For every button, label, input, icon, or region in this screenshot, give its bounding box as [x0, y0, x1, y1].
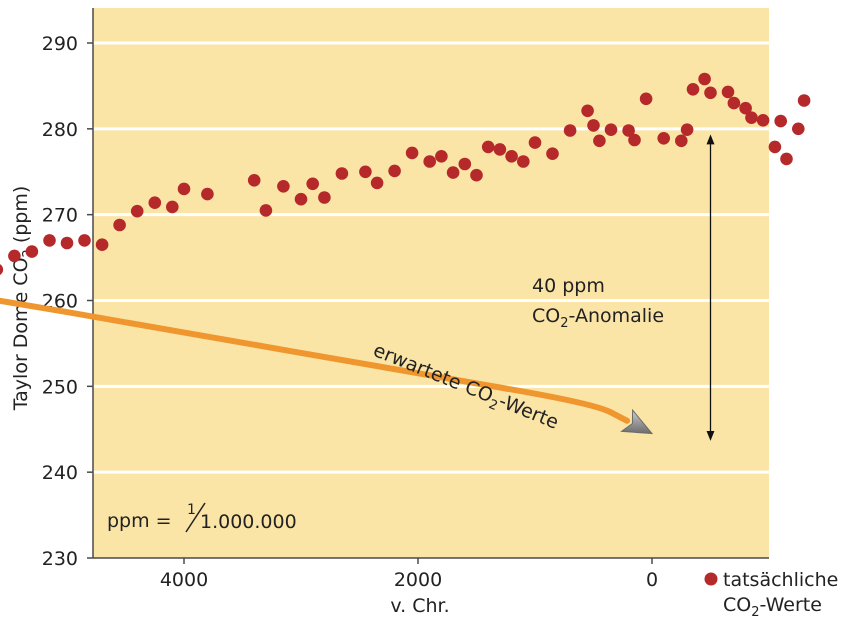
data-point: [528, 136, 542, 149]
plot-background: [93, 8, 769, 558]
expected-trend-line: [0, 297, 631, 424]
data-point: [517, 155, 530, 168]
data-point: [493, 143, 507, 156]
data-point: [675, 134, 688, 148]
data-point: [370, 176, 384, 190]
data-point: [739, 101, 752, 115]
data-point: [593, 134, 606, 148]
data-point: [680, 123, 694, 136]
x-tick-label: 2000: [394, 569, 442, 591]
data-point: [335, 167, 349, 180]
y-tick-label: 250: [42, 376, 78, 398]
data-point: [657, 132, 670, 145]
data-point: [130, 204, 144, 218]
actual-points: [0, 72, 811, 276]
data-point: [201, 187, 214, 201]
legend: tatsächliche CO2-Werte: [704, 569, 838, 620]
data-point: [388, 164, 401, 178]
data-point: [43, 234, 56, 247]
data-point: [294, 192, 308, 206]
y-tick-label: 280: [42, 119, 78, 141]
data-point: [780, 152, 793, 166]
legend-marker: [704, 572, 718, 586]
expected-trend-arrowhead: [620, 408, 654, 435]
data-point: [247, 174, 261, 187]
data-point: [704, 86, 717, 100]
expected-trend: [0, 297, 654, 435]
axes: [92, 8, 769, 559]
x-tick-label: 0: [646, 569, 658, 591]
data-point: [458, 157, 472, 171]
data-point: [423, 155, 437, 168]
data-point: [318, 191, 331, 204]
data-point: [405, 146, 419, 160]
data-point: [698, 72, 711, 86]
svg-text:ppm =: ppm =: [107, 510, 172, 532]
data-point: [8, 249, 21, 263]
data-point: [481, 140, 495, 154]
data-point: [166, 200, 179, 214]
data-point: [470, 168, 483, 182]
data-point: [792, 122, 805, 136]
x-tick-label: 4000: [160, 569, 208, 591]
ppm-numerator: 1: [187, 502, 196, 518]
data-point: [113, 218, 126, 232]
legend-label-line2: CO2-Werte: [723, 594, 822, 620]
data-point: [78, 234, 91, 247]
data-point: [745, 111, 758, 124]
y-tick-label: 270: [42, 205, 78, 227]
ppm-denominator: 1.000.000: [200, 511, 297, 533]
ppm-fraction-slash: [185, 502, 206, 533]
legend-label-line1: tatsächliche: [723, 569, 838, 591]
data-point: [259, 204, 273, 217]
data-point: [177, 182, 191, 196]
data-point: [505, 150, 518, 163]
data-point: [756, 114, 770, 127]
data-point: [721, 85, 735, 99]
data-point: [581, 104, 594, 118]
anomaly-value-label: 40 ppm: [532, 275, 605, 297]
data-point: [0, 264, 4, 276]
y-axis-label: Taylor Dome CO2 (ppm): [10, 186, 36, 412]
data-point: [686, 83, 700, 96]
x-tick-labels: 80006000400020000: [160, 558, 658, 591]
data-point: [727, 96, 741, 110]
data-point: [628, 133, 641, 147]
data-point: [306, 177, 320, 191]
y-tick-label: 230: [42, 548, 78, 570]
data-point: [604, 123, 618, 136]
y-tick-label: 240: [42, 462, 78, 484]
data-point: [622, 124, 635, 137]
x-axis-label: v. Chr.: [390, 595, 449, 617]
data-point: [277, 180, 290, 193]
data-point: [446, 166, 460, 179]
data-point: [546, 147, 559, 160]
data-point: [639, 92, 653, 106]
data-point: [587, 119, 600, 132]
ppm-definition: ppm = 1 1.000.000: [107, 502, 297, 533]
data-point: [768, 140, 782, 154]
grid-lines: [93, 41, 769, 474]
y-tick-label: 290: [42, 33, 78, 55]
data-point: [95, 238, 109, 251]
data-point: [435, 150, 448, 163]
data-point: [563, 124, 577, 137]
data-point: [797, 94, 811, 107]
data-point: [148, 196, 162, 209]
anomaly-name-label: CO2-Anomalie: [532, 305, 664, 331]
data-point: [25, 245, 39, 258]
data-point: [774, 114, 787, 128]
data-point: [359, 165, 372, 179]
data-point: [60, 236, 74, 250]
